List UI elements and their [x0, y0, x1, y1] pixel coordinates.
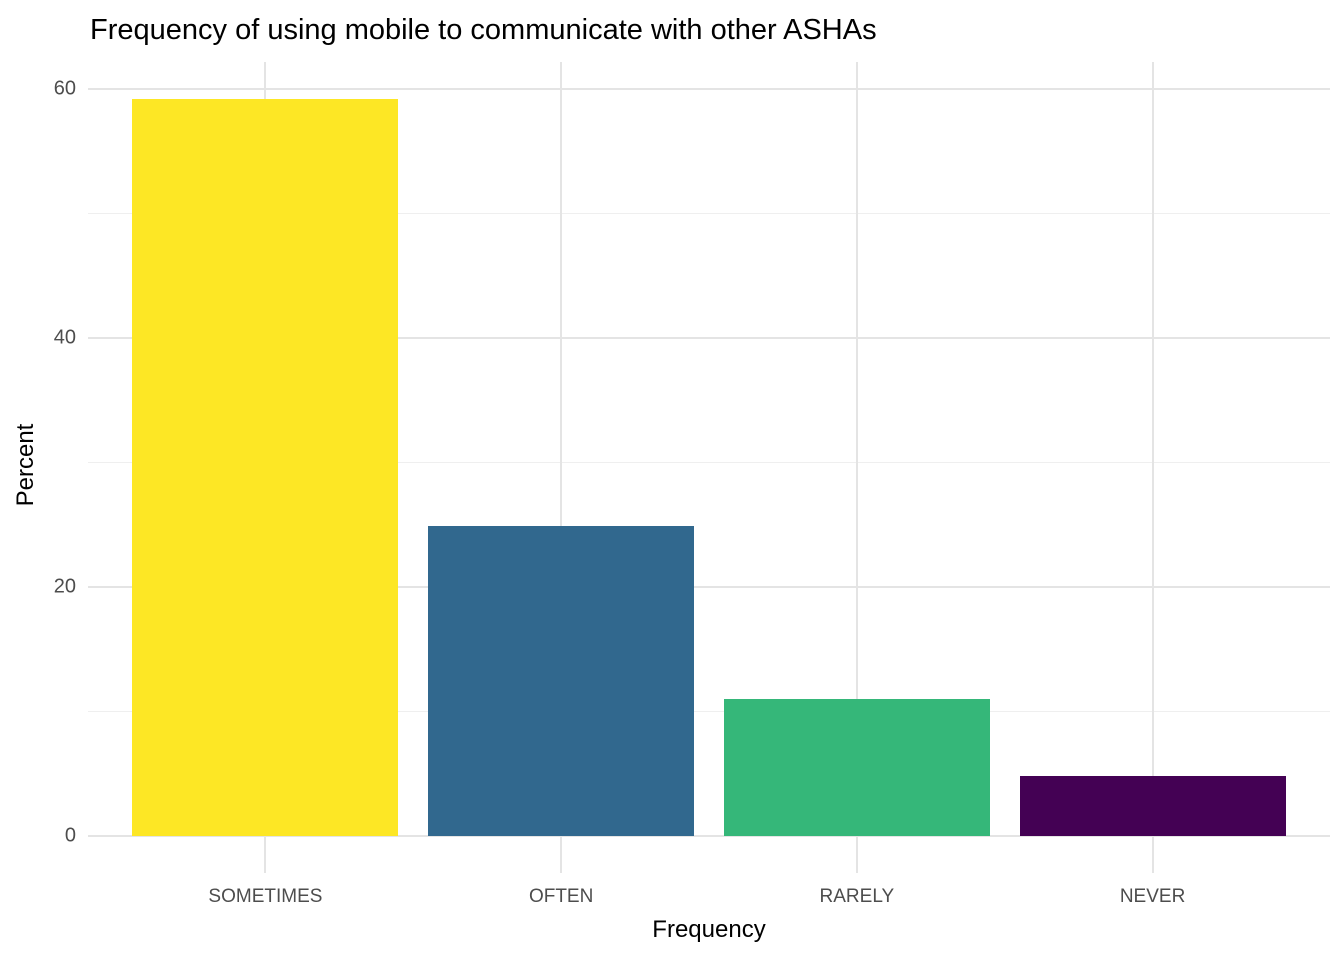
- x-tick-label-sometimes: SOMETIMES: [208, 886, 323, 907]
- y-tick-label-60: 60: [53, 77, 76, 100]
- gridline-major-y-0: [88, 835, 1330, 837]
- y-axis-title: Percent: [12, 423, 39, 507]
- gridline-x-often: [560, 62, 563, 873]
- gridline-major-y-40: [88, 337, 1330, 339]
- gridline-minor-y-50: [88, 213, 1330, 214]
- bar-never: [1019, 776, 1286, 836]
- x-axis-title: Frequency: [652, 916, 766, 943]
- x-tick-label-rarely: RARELY: [819, 886, 895, 907]
- gridline-x-never: [1151, 62, 1154, 873]
- bar-often: [428, 525, 695, 836]
- gridline-x-rarely: [855, 62, 858, 873]
- gridline-minor-y-30: [88, 462, 1330, 463]
- gridline-minor-y-10: [88, 711, 1330, 712]
- x-tick-label-never: NEVER: [1119, 886, 1186, 907]
- x-tick-label-often: OFTEN: [528, 886, 594, 907]
- bar-sometimes: [132, 98, 399, 836]
- bar-rarely: [723, 699, 990, 836]
- y-tick-label-40: 40: [53, 326, 76, 349]
- gridline-major-y-20: [88, 586, 1330, 588]
- y-tick-label-0: 0: [64, 824, 76, 847]
- y-tick-label-20: 20: [53, 575, 76, 598]
- chart-title: Frequency of using mobile to communicate…: [90, 14, 877, 46]
- gridline-major-y-60: [88, 88, 1330, 90]
